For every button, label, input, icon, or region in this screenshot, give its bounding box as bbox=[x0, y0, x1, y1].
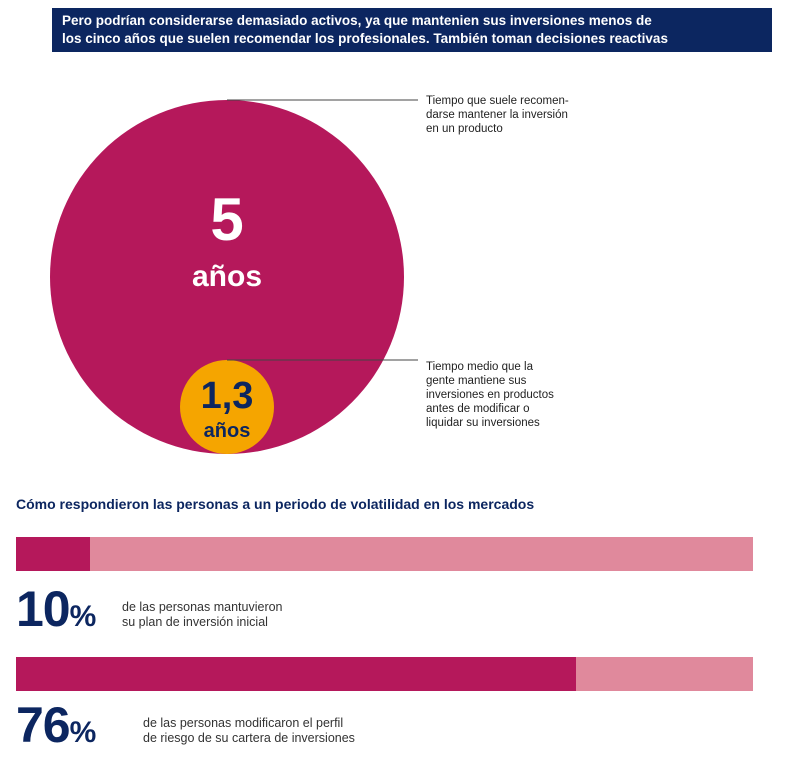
small-circle-annotation: Tiempo medio que la gente mantiene sus i… bbox=[426, 360, 554, 430]
stat-value: 76 bbox=[16, 697, 71, 753]
big-circle-unit: años bbox=[192, 260, 262, 293]
small-annotation-line: antes de modificar o bbox=[426, 403, 530, 415]
stat-desc-line: de las personas mantuvieron bbox=[122, 600, 283, 614]
banner-line-2: los cinco años que suelen recomendar los… bbox=[62, 31, 668, 46]
banner-line-1: Pero podrían considerarse demasiado acti… bbox=[62, 13, 652, 28]
big-annotation-line: en un producto bbox=[426, 123, 503, 135]
big-annotation-line: Tiempo que suele recomen- bbox=[426, 95, 569, 107]
small-circle-value: 1,3 bbox=[201, 375, 254, 417]
stat-number-kept-plan: 10% bbox=[16, 581, 97, 642]
stat-percent-sign: % bbox=[69, 716, 97, 749]
small-annotation-line: Tiempo medio que la bbox=[426, 361, 533, 373]
stat-percent-sign: % bbox=[69, 600, 97, 633]
small-circle-unit: años bbox=[204, 420, 251, 442]
header-banner: Pero podrían considerarse demasiado acti… bbox=[52, 8, 772, 52]
circles-graphic: 5 años 1,3 años bbox=[50, 99, 418, 454]
small-annotation-line: gente mantiene sus bbox=[426, 375, 527, 387]
small-circle bbox=[180, 360, 274, 454]
big-circle-value: 5 bbox=[210, 186, 243, 253]
big-circle bbox=[50, 100, 404, 454]
stat-desc-line: su plan de inversión inicial bbox=[122, 615, 268, 629]
stat-value: 10 bbox=[16, 581, 71, 637]
big-circle-annotation: Tiempo que suele recomen- darse mantener… bbox=[426, 94, 569, 136]
bar-fill-changed-risk bbox=[16, 657, 577, 691]
stat-description-changed-risk: de las personas modificaron el perfil de… bbox=[143, 716, 355, 746]
stat-desc-line: de riesgo de su cartera de inversiones bbox=[143, 731, 355, 745]
small-annotation-line: inversiones en productos bbox=[426, 389, 554, 401]
bar-fill-kept-plan bbox=[16, 537, 90, 571]
stat-desc-line: de las personas modificaron el perfil bbox=[143, 716, 344, 730]
stat-number-changed-risk: 76% bbox=[16, 697, 97, 758]
section-title: Cómo respondieron las personas a un peri… bbox=[16, 496, 535, 512]
bar-track-changed-risk bbox=[16, 657, 753, 691]
bar-track-kept-plan bbox=[16, 537, 753, 571]
small-annotation-line: liquidar su inversiones bbox=[426, 417, 540, 429]
stat-description-kept-plan: de las personas mantuvieron su plan de i… bbox=[122, 600, 283, 630]
big-annotation-line: darse mantener la inversión bbox=[426, 109, 568, 121]
